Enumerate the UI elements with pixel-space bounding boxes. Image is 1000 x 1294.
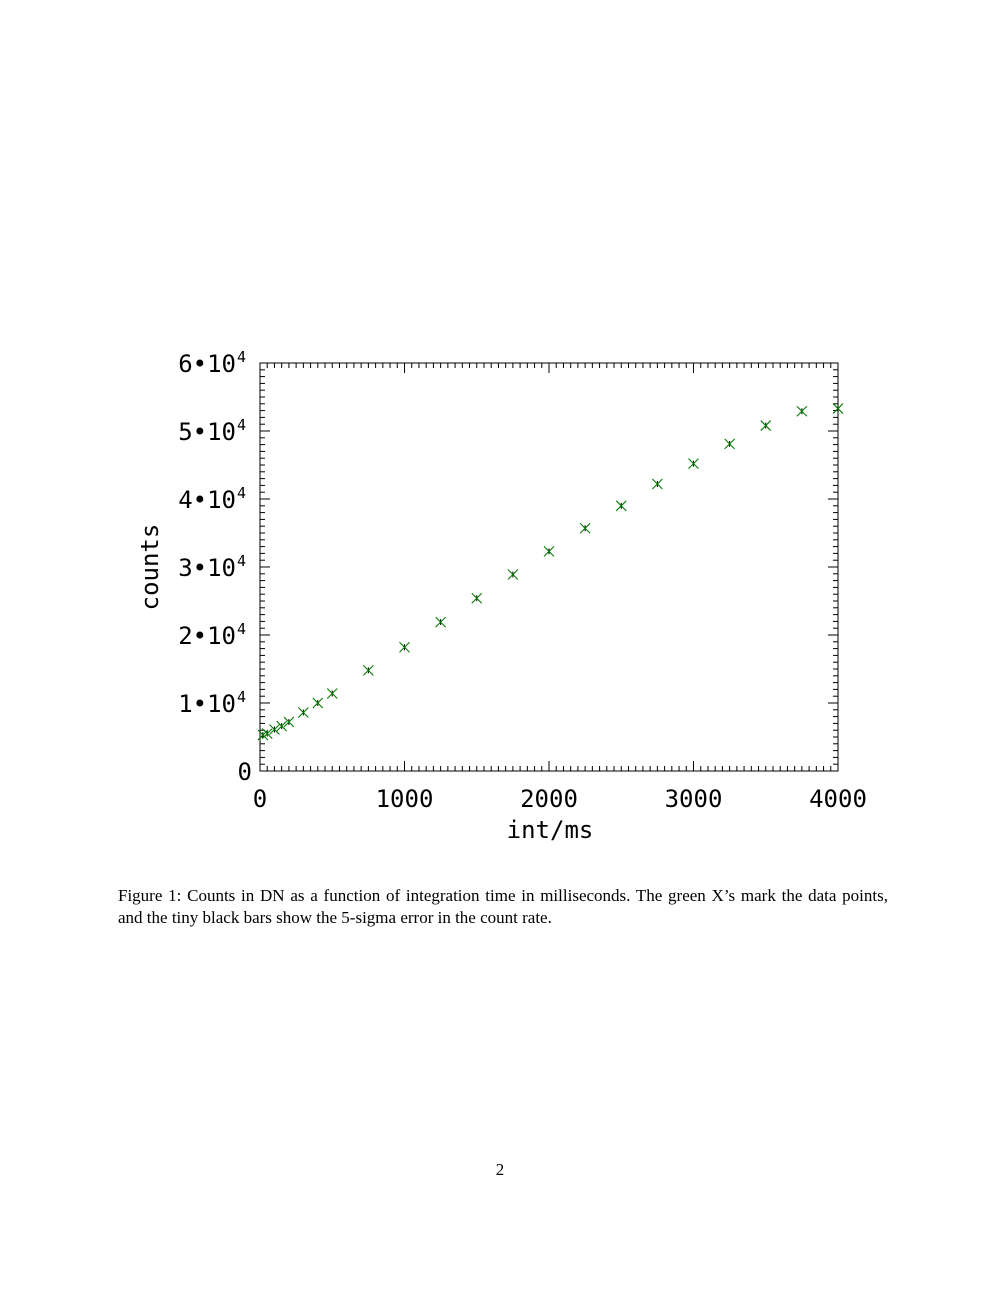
x-marker-stroke [435,616,447,628]
y-tick-label: 5•10 [178,418,236,446]
data-point [269,724,280,735]
x-axis-ticks: 0 1000 2000 3000 4000 [253,363,867,813]
x-marker-stroke [297,707,309,718]
y-tick-label: 3•10 [178,554,236,582]
x-marker-stroke [724,438,736,450]
figure-caption: Figure 1: Counts in DN as a function of … [118,886,888,927]
data-point [507,569,519,580]
data-point [326,688,338,699]
x-marker-stroke [832,403,844,414]
data-point [312,697,324,709]
data-point [832,403,844,414]
plot-frame-rect [259,362,839,772]
x-marker-stroke [362,664,374,676]
y-tick-label: 4•10 [178,486,236,514]
x-marker-stroke [615,500,627,512]
data-point [435,616,447,628]
y-axis-label: counts [136,524,164,611]
x-tick-label: 2000 [520,785,578,813]
data-point [651,478,663,490]
data-point [543,545,555,557]
x-marker-stroke [471,592,483,604]
x-marker-stroke [507,569,519,580]
y-tick-label: 1•10 [178,690,236,718]
y-tick-exponent: 4 [237,552,246,570]
y-tick-exponent: 4 [237,348,246,366]
data-point [615,500,627,512]
x-axis-label: int/ms [507,816,594,844]
x-marker-stroke [543,545,555,557]
x-marker-stroke [276,720,288,732]
data-point [471,592,483,604]
data-point [399,641,410,653]
minor-ticks [260,363,838,771]
y-tick-exponent: 4 [237,620,246,638]
x-tick-label: 0 [253,785,267,813]
data-point [760,420,772,431]
x-marker-stroke [269,724,280,735]
data-point [276,720,288,732]
x-marker-stroke [257,729,269,741]
y-tick-label: 6•10 [178,350,236,378]
x-tick-label: 3000 [665,785,723,813]
x-marker-stroke [760,420,772,431]
x-marker-stroke [796,405,808,417]
x-marker-stroke [688,458,699,470]
x-marker-stroke [399,641,410,653]
data-point [724,438,736,450]
x-marker-stroke [312,697,324,709]
data-point [688,458,699,470]
data-point [362,664,374,676]
x-marker-stroke [651,478,663,490]
data-point [579,522,591,534]
x-marker-stroke [283,716,295,728]
y-tick-label: 2•10 [178,622,236,650]
x-marker-stroke [326,688,338,699]
x-tick-label: 4000 [809,785,867,813]
data-point [257,729,269,741]
scatter-chart: 0 1000 2000 3000 4000 01•10 42•10 43•10 44•10 45… [136,348,867,844]
data-point [796,405,808,417]
data-point [297,707,309,718]
y-tick-exponent: 4 [237,688,246,706]
plot-frame [259,362,839,772]
data-point [283,716,295,728]
data-points [257,403,844,741]
y-tick-label: 0 [238,758,252,786]
page-number: 2 [495,1160,505,1179]
y-tick-exponent: 4 [237,484,246,502]
y-axis-ticks: 01•10 42•10 43•10 44•10 45•10 46•10 4 [178,348,838,786]
y-tick-exponent: 4 [237,416,246,434]
x-marker-stroke [261,728,273,739]
data-point [261,728,273,739]
x-tick-label: 1000 [376,785,434,813]
x-marker-stroke [579,522,591,534]
